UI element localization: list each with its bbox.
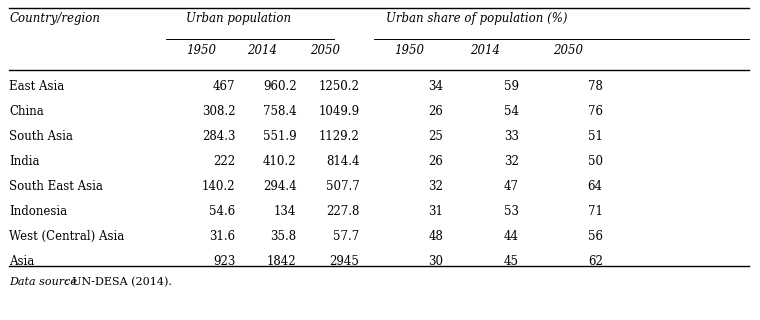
- Text: 960.2: 960.2: [263, 80, 296, 93]
- Text: South East Asia: South East Asia: [9, 180, 103, 193]
- Text: China: China: [9, 105, 44, 118]
- Text: Country/region: Country/region: [9, 12, 100, 25]
- Text: 56: 56: [587, 230, 603, 243]
- Text: 45: 45: [504, 255, 519, 268]
- Text: 1842: 1842: [267, 255, 296, 268]
- Text: 76: 76: [587, 105, 603, 118]
- Text: 26: 26: [428, 105, 443, 118]
- Text: 54.6: 54.6: [209, 205, 236, 218]
- Text: 30: 30: [428, 255, 443, 268]
- Text: 467: 467: [213, 80, 236, 93]
- Text: East Asia: East Asia: [9, 80, 65, 93]
- Text: 31: 31: [428, 205, 443, 218]
- Text: Indonesia: Indonesia: [9, 205, 67, 218]
- Text: South Asia: South Asia: [9, 130, 73, 143]
- Text: 284.3: 284.3: [202, 130, 236, 143]
- Text: 32: 32: [504, 155, 519, 168]
- Text: 44: 44: [504, 230, 519, 243]
- Text: 57.7: 57.7: [333, 230, 359, 243]
- Text: 507.7: 507.7: [326, 180, 359, 193]
- Text: 551.9: 551.9: [263, 130, 296, 143]
- Text: 51: 51: [587, 130, 603, 143]
- Text: 134: 134: [274, 205, 296, 218]
- Text: 50: 50: [587, 155, 603, 168]
- Text: 64: 64: [587, 180, 603, 193]
- Text: 140.2: 140.2: [202, 180, 236, 193]
- Text: 35.8: 35.8: [271, 230, 296, 243]
- Text: 2014: 2014: [470, 44, 499, 57]
- Text: 33: 33: [504, 130, 519, 143]
- Text: 2014: 2014: [247, 44, 277, 57]
- Text: 308.2: 308.2: [202, 105, 236, 118]
- Text: 54: 54: [504, 105, 519, 118]
- Text: West (Central) Asia: West (Central) Asia: [9, 230, 125, 243]
- Text: 294.4: 294.4: [263, 180, 296, 193]
- Text: 32: 32: [428, 180, 443, 193]
- Text: 31.6: 31.6: [210, 230, 236, 243]
- Text: 1129.2: 1129.2: [318, 130, 359, 143]
- Text: 222: 222: [214, 155, 236, 168]
- Text: India: India: [9, 155, 40, 168]
- Text: Data source: Data source: [9, 277, 77, 287]
- Text: 410.2: 410.2: [263, 155, 296, 168]
- Text: 71: 71: [587, 205, 603, 218]
- Text: 1049.9: 1049.9: [318, 105, 359, 118]
- Text: 53: 53: [504, 205, 519, 218]
- Text: 59: 59: [504, 80, 519, 93]
- Text: 2050: 2050: [553, 44, 583, 57]
- Text: Urban share of population (%): Urban share of population (%): [386, 12, 568, 25]
- Text: 1950: 1950: [394, 44, 423, 57]
- Text: : UN-DESA (2014).: : UN-DESA (2014).: [65, 276, 173, 287]
- Text: 1950: 1950: [186, 44, 216, 57]
- Text: 48: 48: [428, 230, 443, 243]
- Text: 47: 47: [504, 180, 519, 193]
- Text: 2945: 2945: [330, 255, 359, 268]
- Text: 758.4: 758.4: [263, 105, 296, 118]
- Text: 62: 62: [587, 255, 603, 268]
- Text: 26: 26: [428, 155, 443, 168]
- Text: Asia: Asia: [9, 255, 34, 268]
- Text: 923: 923: [214, 255, 236, 268]
- Text: 78: 78: [587, 80, 603, 93]
- Text: Urban population: Urban population: [186, 12, 291, 25]
- Text: 25: 25: [428, 130, 443, 143]
- Text: 814.4: 814.4: [326, 155, 359, 168]
- Text: 1250.2: 1250.2: [318, 80, 359, 93]
- Text: 227.8: 227.8: [326, 205, 359, 218]
- Text: 2050: 2050: [310, 44, 340, 57]
- Text: 34: 34: [428, 80, 443, 93]
